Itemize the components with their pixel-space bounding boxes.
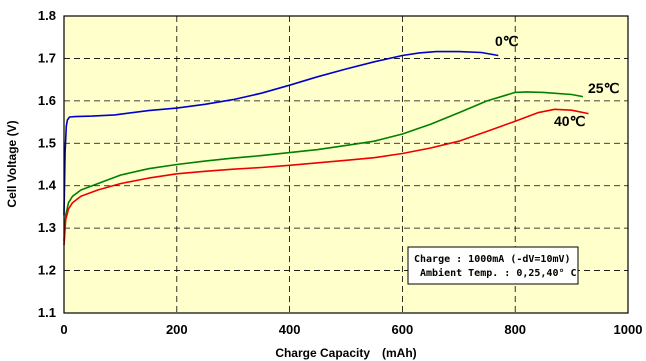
x-tick-label: 600 bbox=[392, 322, 414, 337]
series-label-0c: 0℃ bbox=[495, 33, 519, 49]
y-tick-label: 1.6 bbox=[38, 93, 56, 108]
series-lines bbox=[63, 50, 589, 246]
y-tick-labels: 1.1 1.2 1.3 1.4 1.5 1.6 1.7 1.8 bbox=[38, 8, 57, 320]
series-label-40c: 40℃ bbox=[554, 113, 586, 129]
y-tick-label: 1.4 bbox=[38, 178, 57, 193]
y-tick-label: 1.8 bbox=[38, 8, 56, 23]
plot-border bbox=[63, 15, 629, 314]
y-tick-label: 1.1 bbox=[38, 305, 56, 320]
series-line-1 bbox=[63, 91, 584, 241]
series-line-0 bbox=[63, 50, 499, 216]
x-tick-label: 1000 bbox=[614, 322, 643, 337]
x-tick-label: 800 bbox=[504, 322, 526, 337]
series-line-2 bbox=[63, 108, 589, 246]
x-tick-label: 0 bbox=[60, 322, 67, 337]
x-axis-label: Charge Capacity (mAh) bbox=[275, 346, 416, 360]
y-axis-label: Cell Voltage (V) bbox=[5, 120, 19, 207]
x-tick-label: 200 bbox=[166, 322, 188, 337]
conditions-annotation: Charge : 1000mA (-dV=10mV) Ambient Temp.… bbox=[407, 246, 579, 285]
y-tick-label: 1.7 bbox=[38, 50, 56, 65]
y-tick-label: 1.3 bbox=[38, 220, 56, 235]
annotation-line-2: Ambient Temp. : 0,25,40° C bbox=[420, 267, 577, 279]
annotation-line-1: Charge : 1000mA (-dV=10mV) bbox=[414, 254, 571, 265]
annotation-box bbox=[407, 246, 579, 285]
y-tick-label: 1.5 bbox=[38, 135, 56, 150]
x-tick-labels: 0 200 400 600 800 1000 bbox=[60, 322, 642, 337]
series-label-25c: 25℃ bbox=[588, 80, 620, 96]
grid-lines bbox=[64, 16, 628, 313]
y-tick-label: 1.2 bbox=[38, 263, 56, 278]
x-tick-label: 400 bbox=[279, 322, 301, 337]
